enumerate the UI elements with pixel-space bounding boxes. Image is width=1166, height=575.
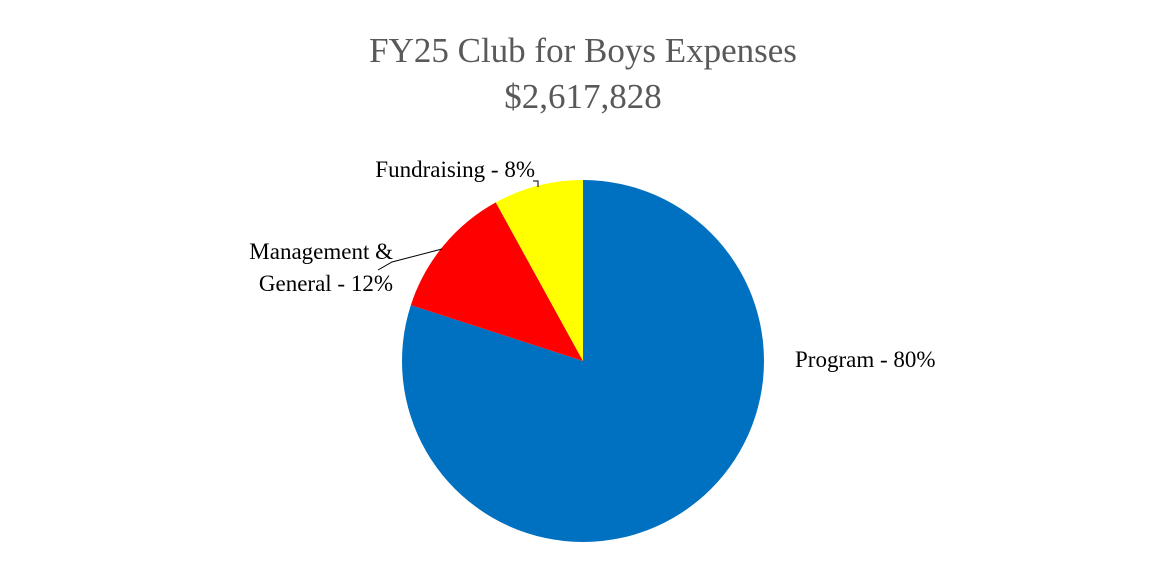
chart-subtitle: $2,617,828	[504, 77, 662, 116]
data-label: Management & General - 12%	[249, 239, 393, 296]
leader-line	[377, 248, 443, 271]
data-label: Program - 80%	[795, 347, 936, 372]
data-label: Fundraising - 8%	[375, 157, 535, 182]
pie-slice	[495, 180, 583, 361]
pie-slice	[410, 202, 583, 361]
chart-title: FY25 Club for Boys Expenses	[369, 31, 797, 70]
leader-line	[533, 180, 539, 187]
pie	[402, 180, 764, 542]
